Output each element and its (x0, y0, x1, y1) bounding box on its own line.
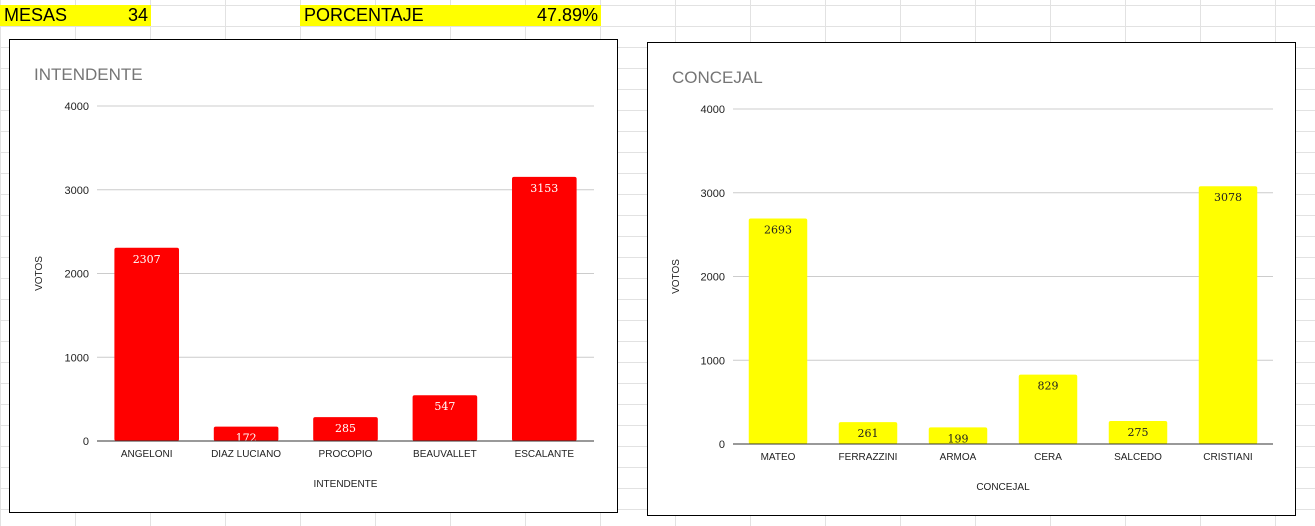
bar (1018, 374, 1078, 444)
x-tick-label: SALCEDO (1114, 452, 1162, 463)
data-label: 3078 (1214, 191, 1242, 204)
x-tick-label: DIAZ LUCIANO (211, 449, 281, 460)
y-tick-label: 1000 (701, 355, 725, 367)
data-label: 547 (434, 400, 455, 413)
y-tick-label: 4000 (701, 104, 725, 116)
bar (114, 247, 180, 441)
bar (412, 395, 478, 441)
x-tick-label: CRISTIANI (1203, 452, 1252, 463)
y-tick-label: 3000 (701, 188, 725, 200)
bar (511, 176, 577, 441)
y-tick-label: 2000 (65, 269, 89, 281)
data-label: 2693 (764, 223, 792, 236)
concejal-chart[interactable]: CONCEJAL 0 1000 2000 3000 4000 2693 MATEO 261 FE… (647, 42, 1296, 516)
y-tick-label: 4000 (65, 101, 89, 113)
data-label: 3153 (530, 182, 558, 195)
chart-title: INTENDENTE (34, 65, 143, 84)
bar (213, 426, 279, 441)
porcentaje-value-cell[interactable]: 47.89% (450, 5, 601, 26)
data-label: 2307 (133, 253, 161, 266)
bar (1198, 186, 1258, 444)
intendente-plot: 0 1000 2000 3000 4000 2307 ANGELONI 172 DIAZ LUC… (34, 101, 594, 490)
x-tick-label: PROCOPIO (319, 449, 373, 460)
porcentaje-label-cell[interactable]: PORCENTAJE (300, 5, 450, 26)
bar (928, 427, 988, 444)
bar (748, 218, 808, 444)
x-tick-label: ANGELONI (121, 449, 173, 460)
y-axis-title: VOTOS (671, 259, 682, 294)
x-tick-label: ARMOA (940, 452, 977, 463)
concejal-plot: 0 1000 2000 3000 4000 2693 MATEO 261 FERRAZZINI 1… (671, 104, 1273, 493)
data-label: 275 (1128, 426, 1149, 439)
x-tick-label: MATEO (761, 452, 796, 463)
x-tick-label: CERA (1034, 452, 1062, 463)
data-label: 199 (948, 432, 969, 445)
chart-title: CONCEJAL (672, 68, 763, 87)
data-label: 261 (858, 427, 879, 440)
intendente-chart[interactable]: INTENDENTE 0 1000 2000 3000 4000 2307 ANGELONI… (9, 39, 618, 513)
x-tick-label: ESCALANTE (515, 449, 575, 460)
y-tick-label: 2000 (701, 272, 725, 284)
x-tick-label: BEAUVALLET (413, 449, 477, 460)
data-label: 829 (1038, 380, 1059, 393)
y-tick-label: 1000 (65, 352, 89, 364)
x-axis-title: CONCEJAL (976, 482, 1030, 493)
bar (1108, 420, 1168, 444)
y-tick-label: 0 (719, 439, 725, 451)
y-axis-title: VOTOS (34, 256, 45, 291)
bar (838, 422, 898, 444)
y-tick-label: 0 (83, 436, 89, 448)
mesas-label-cell[interactable]: MESAS (0, 5, 76, 26)
y-tick-label: 3000 (65, 185, 89, 197)
data-label: 285 (335, 422, 356, 435)
data-label: 172 (236, 432, 257, 445)
bar (313, 417, 378, 441)
mesas-value-cell[interactable]: 34 (76, 5, 151, 26)
x-tick-label: FERRAZZINI (839, 452, 898, 463)
x-axis-title: INTENDENTE (314, 479, 378, 490)
